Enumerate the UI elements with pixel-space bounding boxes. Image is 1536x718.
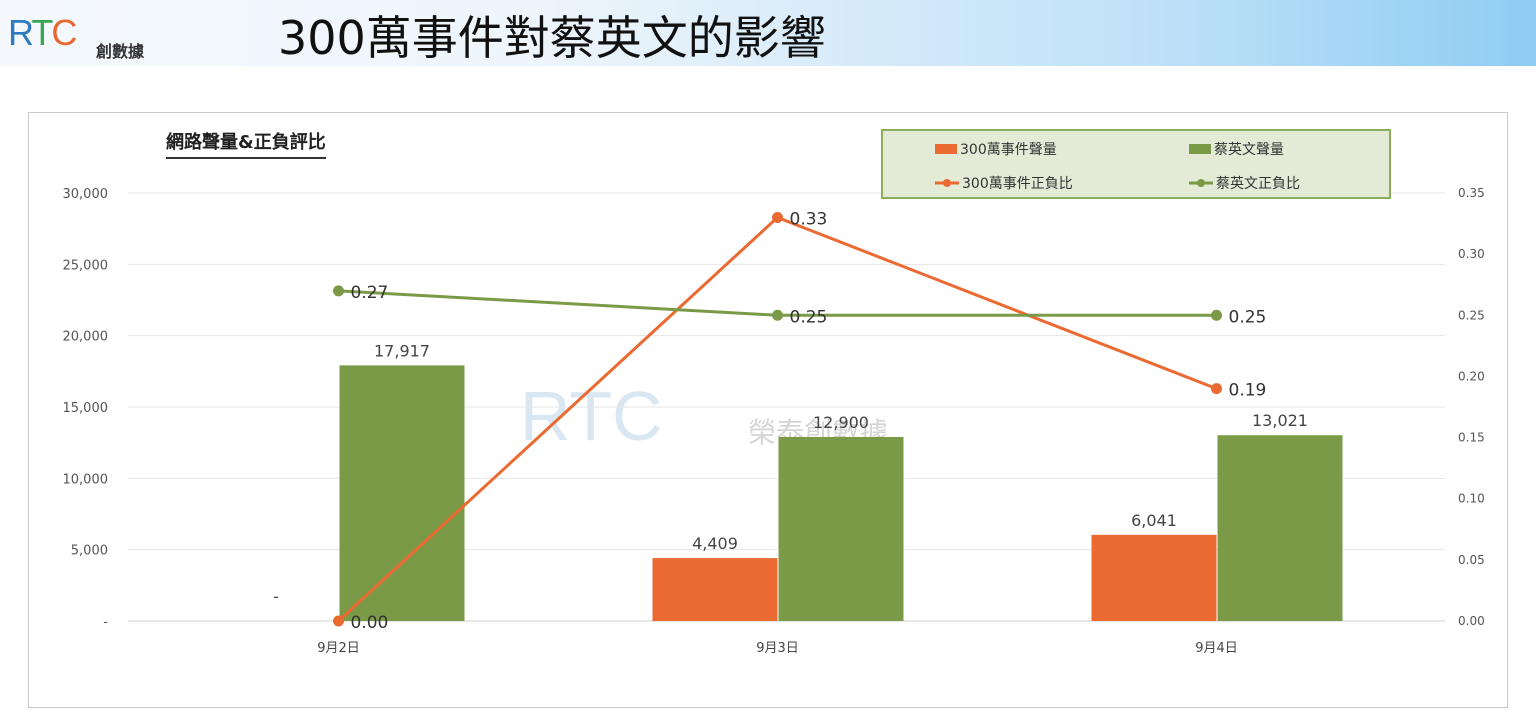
legend-label: 300萬事件聲量 (960, 142, 1057, 158)
line-data-label: 0.25 (1229, 307, 1267, 327)
line-point (772, 309, 783, 321)
bar (339, 365, 465, 621)
line-data-label: 0.19 (1229, 381, 1267, 401)
page-title: 300萬事件對蔡英文的影響 (278, 11, 826, 65)
line-data-label: 0.27 (351, 283, 389, 303)
legend-label: 300萬事件正負比 (962, 176, 1073, 192)
y-right-tick-label: 0.10 (1458, 492, 1485, 506)
legend-item: 蔡英文聲量 (1189, 139, 1284, 159)
legend-line-marker (935, 179, 959, 187)
line-data-label: 0.00 (351, 613, 389, 633)
y-left-tick-label: - (103, 615, 108, 630)
legend-item: 300萬事件正負比 (935, 173, 1073, 193)
legend-line-marker (1189, 179, 1213, 187)
bar-data-label: 6,041 (1131, 511, 1177, 530)
chart-legend: 300萬事件聲量 蔡英文聲量 300萬事件正負比 蔡英文正負比 (881, 129, 1391, 199)
x-tick-label: 9月4日 (1195, 641, 1238, 656)
header-bar (0, 0, 1536, 66)
y-right-tick-label: 0.25 (1458, 308, 1485, 322)
bar-data-label: - (273, 587, 279, 606)
logo-subtitle: 創數據 (96, 42, 145, 61)
legend-item: 300萬事件聲量 (935, 139, 1057, 159)
line-data-label: 0.25 (790, 307, 828, 327)
y-left-tick-label: 10,000 (63, 472, 109, 487)
y-left-tick-label: 15,000 (63, 401, 109, 416)
bar (778, 436, 904, 621)
y-right-tick-label: 0.00 (1458, 614, 1485, 628)
chart-frame (28, 112, 1508, 708)
y-left-tick-label: 25,000 (63, 258, 109, 273)
bar (1091, 534, 1217, 621)
chart-title: 網路聲量&正負評比 (166, 128, 326, 159)
y-left-tick-label: 30,000 (63, 187, 109, 202)
legend-item: 蔡英文正負比 (1189, 173, 1300, 193)
line-point (772, 211, 783, 223)
x-tick-label: 9月2日 (317, 641, 360, 656)
legend-label: 蔡英文聲量 (1214, 142, 1284, 158)
bar-data-label: 17,917 (374, 341, 430, 360)
legend-swatch (935, 144, 957, 154)
bar (1217, 435, 1343, 621)
y-right-tick-label: 0.35 (1458, 186, 1485, 200)
bar (652, 558, 778, 621)
bar-data-label: 13,021 (1252, 411, 1308, 430)
x-tick-label: 9月3日 (756, 641, 799, 656)
line-point (333, 285, 344, 297)
line-point (1211, 383, 1222, 395)
line-data-label: 0.33 (790, 209, 828, 229)
bar-data-label: 4,409 (692, 534, 738, 553)
y-right-tick-label: 0.20 (1458, 369, 1485, 383)
y-left-tick-label: 5,000 (71, 544, 108, 559)
bar-data-label: 12,900 (813, 413, 869, 432)
y-right-tick-label: 0.30 (1458, 247, 1485, 261)
legend-swatch (1189, 144, 1211, 154)
y-left-tick-label: 20,000 (63, 330, 109, 345)
rtc-logo: RTC (8, 12, 77, 53)
line-point (333, 615, 344, 627)
y-right-tick-label: 0.05 (1458, 553, 1485, 567)
line-point (1211, 309, 1222, 321)
y-right-tick-label: 0.15 (1458, 431, 1485, 445)
legend-label: 蔡英文正負比 (1216, 176, 1300, 192)
